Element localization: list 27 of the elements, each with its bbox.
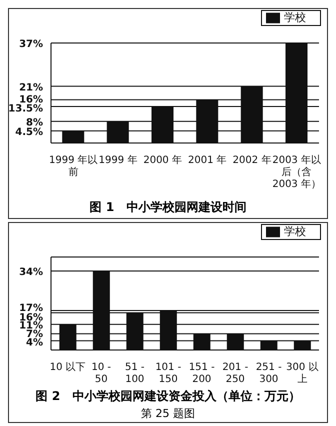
y-tick-label: 4.5% [15, 126, 43, 138]
y-tick-label: 13.5% [8, 104, 43, 115]
y-tick-label: 34% [19, 266, 43, 278]
text: 第 25 题图 [140, 407, 196, 422]
legend-label: 学校 [284, 225, 306, 238]
x-tick-label: 101 - 150 [155, 362, 182, 385]
y-tick-label: 8% [26, 117, 43, 128]
text: 图 2 中小学校园网建设资金投入（单位：万元） [34, 388, 302, 405]
x-tick-label: 300 以上 [286, 361, 318, 385]
x-tick-label: 1999 年 [98, 154, 138, 166]
x-tick-label: 2000 年 [143, 154, 182, 166]
x-tick-label: 51 - 100 [124, 362, 145, 385]
x-tick-label: 251 - 300 [256, 362, 282, 385]
x-tick-label: 2002 年 [232, 154, 272, 166]
x-tick-label: 201 - 250 [222, 362, 249, 385]
x-tick-label: 2003 年以后（含 2003 年） [272, 154, 321, 190]
x-tick-label: 151 - 200 [188, 362, 216, 385]
x-tick-label: 1999 年以前 [49, 154, 98, 178]
y-tick-label: 17% [19, 302, 43, 314]
y-tick-label: 37% [19, 39, 43, 50]
y-tick-label: 4% [26, 338, 43, 349]
legend-label: 学校 [284, 11, 306, 24]
x-tick-label: 2001 年 [188, 154, 227, 166]
x-tick-label: 10 - 50 [91, 362, 112, 385]
y-tick-label: 21% [19, 82, 43, 94]
text: 图 1 中小学校园网建设时间 [88, 199, 248, 216]
x-tick-label: 10 以下 [50, 361, 86, 373]
